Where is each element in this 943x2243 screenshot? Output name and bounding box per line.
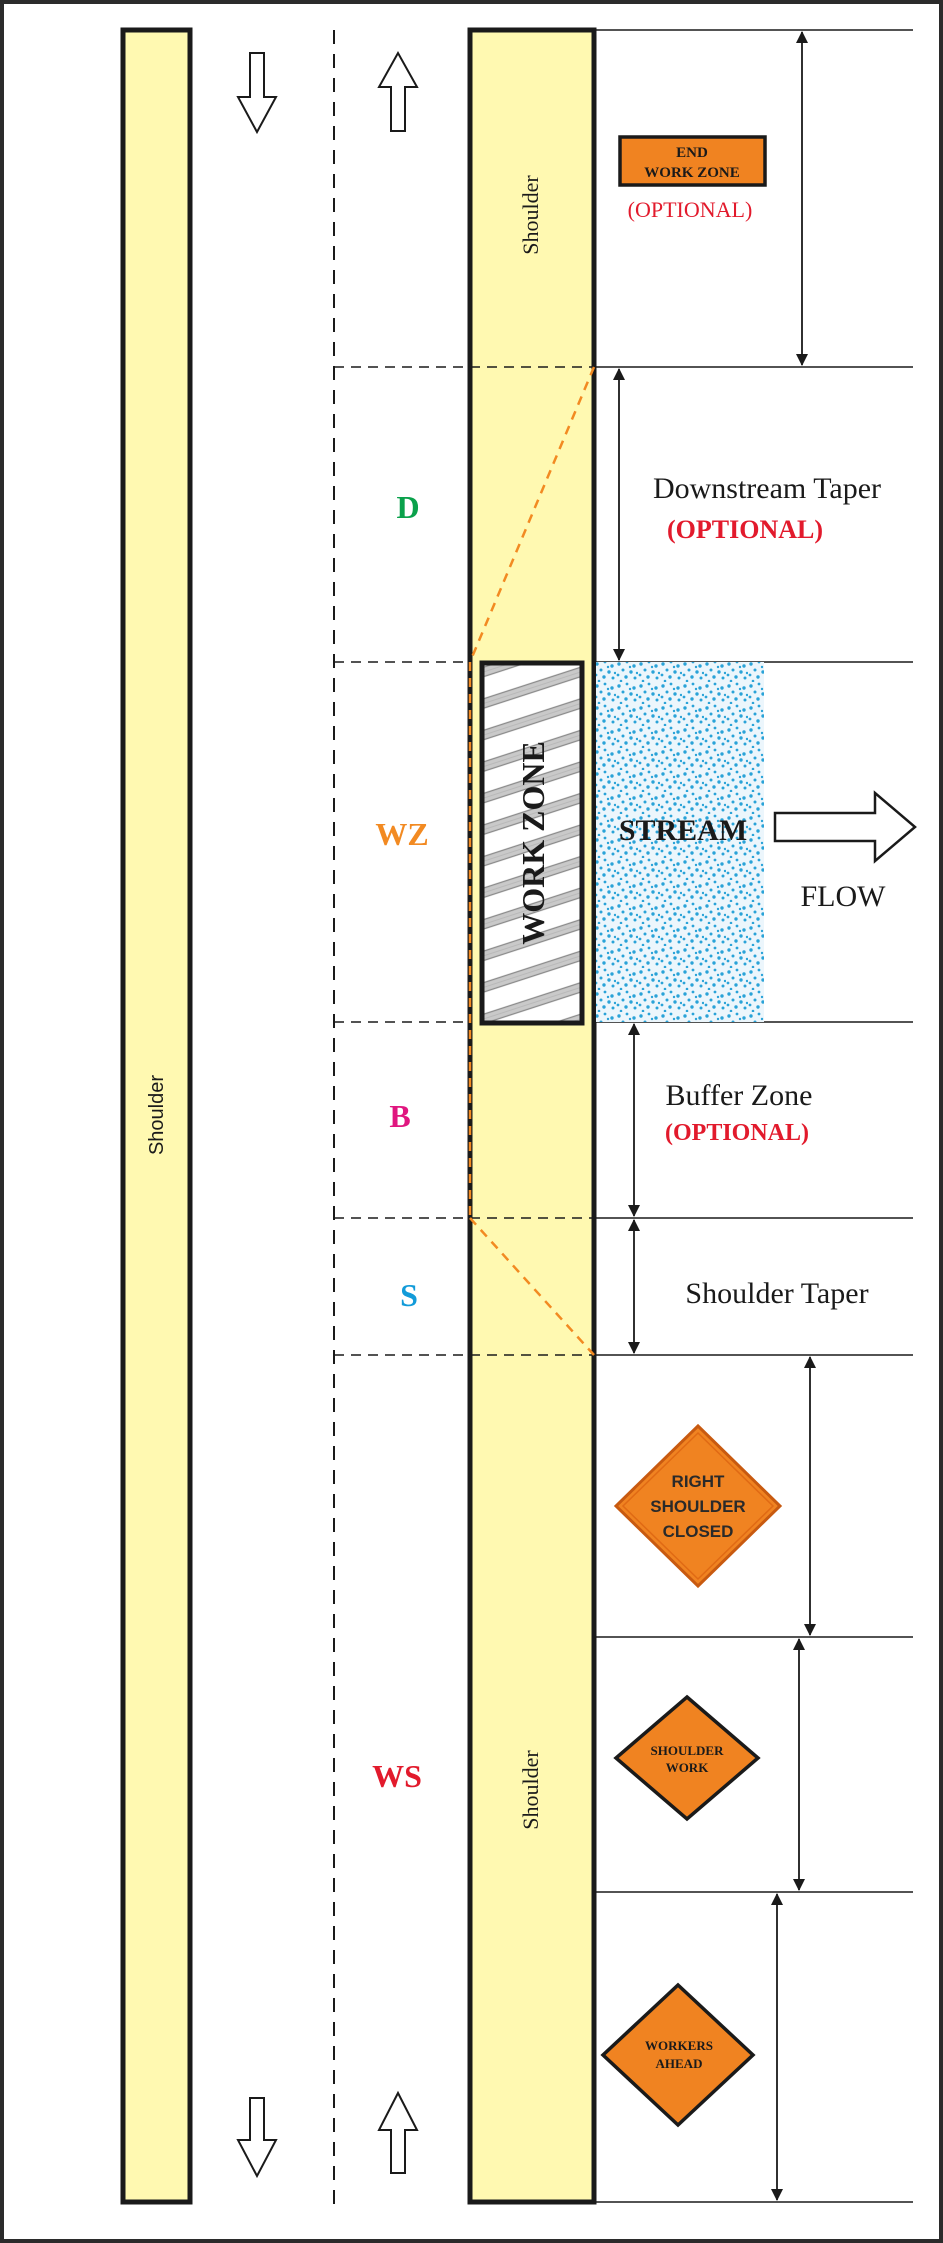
svg-text:SHOULDER: SHOULDER bbox=[651, 1743, 725, 1758]
svg-text:AHEAD: AHEAD bbox=[656, 2056, 703, 2071]
work-zone-box bbox=[479, 660, 585, 1026]
left-shoulder-label: Shoulder bbox=[146, 1075, 168, 1155]
shoulder-taper-label: Shoulder Taper bbox=[685, 1277, 868, 1310]
svg-text:RIGHT: RIGHT bbox=[672, 1472, 726, 1491]
downstream-optional-label: (OPTIONAL) bbox=[667, 515, 823, 544]
right-shoulder-label-bottom: Shoulder bbox=[518, 1750, 543, 1830]
zone-boundaries-dashed bbox=[334, 366, 594, 1356]
arrow-right-icon bbox=[773, 790, 917, 864]
zone-boundaries-solid bbox=[594, 29, 913, 2203]
buffer-optional-label: (OPTIONAL) bbox=[665, 1120, 809, 1146]
svg-text:WORKERS: WORKERS bbox=[645, 2038, 713, 2053]
arrow-down-icon bbox=[236, 2097, 278, 2179]
arrow-down-icon bbox=[236, 52, 278, 135]
arrow-up-icon bbox=[377, 2090, 419, 2174]
workers-ahead-sign: WORKERS AHEAD bbox=[600, 1982, 756, 2128]
zone-label-b: B bbox=[389, 1098, 410, 1134]
right-shoulder bbox=[467, 27, 597, 2205]
zone-label-ws: WS bbox=[372, 1758, 422, 1794]
dimension-arrows bbox=[613, 31, 816, 2201]
zone-label-d: D bbox=[396, 489, 419, 525]
flow-label: FLOW bbox=[801, 880, 887, 913]
zone-label-s: S bbox=[400, 1277, 418, 1313]
zone-label-wz: WZ bbox=[375, 816, 428, 852]
end-work-zone-sign: END WORK ZONE bbox=[618, 135, 767, 187]
stream-label: STREAM bbox=[619, 814, 747, 847]
svg-text:WORK: WORK bbox=[666, 1760, 710, 1775]
downstream-taper-label: Downstream Taper bbox=[653, 472, 881, 505]
right-shoulder-label-top: Shoulder bbox=[518, 175, 543, 255]
left-shoulder bbox=[120, 27, 193, 2205]
right-shoulder-closed-sign: RIGHT SHOULDER CLOSED bbox=[613, 1423, 783, 1589]
arrow-up-icon bbox=[377, 50, 419, 132]
stream-area bbox=[596, 662, 764, 1022]
svg-text:CLOSED: CLOSED bbox=[663, 1522, 734, 1541]
end-work-zone-optional-label: (OPTIONAL) bbox=[628, 197, 753, 222]
buffer-zone-label: Buffer Zone bbox=[666, 1079, 813, 1112]
svg-text:WORK ZONE: WORK ZONE bbox=[644, 165, 739, 181]
work-zone-label: WORK ZONE bbox=[515, 741, 551, 945]
svg-text:SHOULDER: SHOULDER bbox=[650, 1497, 745, 1516]
svg-text:END: END bbox=[676, 145, 708, 161]
shoulder-work-sign: SHOULDER WORK bbox=[613, 1694, 761, 1822]
taper-lines bbox=[468, 366, 596, 1356]
